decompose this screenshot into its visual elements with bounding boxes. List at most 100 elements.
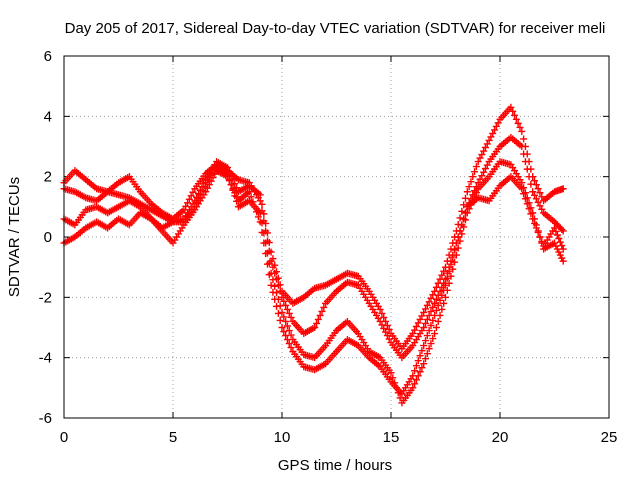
data-point <box>420 342 428 350</box>
data-point <box>274 281 282 289</box>
data-point <box>447 272 455 280</box>
data-point <box>523 165 531 173</box>
data-point <box>180 206 188 214</box>
data-point <box>436 287 444 295</box>
data-point <box>456 227 464 235</box>
data-point <box>187 192 195 200</box>
data-point <box>553 231 561 239</box>
data-point <box>198 187 206 195</box>
data-point <box>425 345 433 353</box>
data-point <box>478 172 486 180</box>
data-point <box>427 294 435 302</box>
data-point <box>429 335 437 343</box>
data-point <box>385 326 393 334</box>
data-point <box>427 307 435 315</box>
data-point <box>420 324 428 331</box>
data-point <box>280 313 288 321</box>
data-point <box>283 336 291 344</box>
data-point <box>483 161 491 169</box>
data-point <box>412 362 420 370</box>
data-point <box>458 221 466 229</box>
data-point <box>380 313 388 321</box>
data-point <box>258 228 266 236</box>
y-tick-label: 6 <box>44 48 52 65</box>
data-point <box>511 111 519 119</box>
data-point <box>534 228 542 236</box>
series-A <box>60 103 567 353</box>
data-point <box>283 322 291 330</box>
data-point <box>456 237 464 245</box>
data-point <box>512 115 520 123</box>
data-point <box>285 309 293 317</box>
data-point <box>269 263 277 271</box>
data-point <box>494 119 502 127</box>
data-point <box>478 151 486 159</box>
data-point <box>278 308 286 316</box>
data-point <box>314 315 322 323</box>
data-point <box>463 188 471 196</box>
data-point <box>481 144 489 152</box>
data-point <box>262 250 270 258</box>
data-point <box>205 181 213 189</box>
data-point <box>269 276 277 284</box>
data-point <box>436 296 444 304</box>
data-point <box>411 380 419 388</box>
data-point <box>209 174 217 182</box>
data-point <box>256 218 264 226</box>
data-point <box>434 301 442 309</box>
data-point <box>552 227 560 235</box>
data-point <box>418 364 426 372</box>
data-point <box>442 281 449 289</box>
data-point <box>418 312 426 320</box>
x-tick-label: 25 <box>601 429 618 446</box>
data-point <box>451 246 459 254</box>
data-point <box>454 244 462 252</box>
data-point <box>431 330 439 338</box>
data-point <box>273 302 281 310</box>
data-point <box>432 295 440 303</box>
data-point <box>233 184 241 192</box>
data-point <box>432 306 440 314</box>
data-point <box>260 239 268 247</box>
data-point <box>416 368 424 376</box>
data-point <box>458 207 466 215</box>
data-point <box>320 303 328 311</box>
data-point <box>559 245 567 253</box>
data-point <box>454 233 462 241</box>
data-point <box>461 209 469 217</box>
data-point <box>487 133 495 141</box>
data-point <box>514 119 522 127</box>
data-point <box>538 238 546 246</box>
data-point <box>438 305 446 313</box>
data-point <box>538 193 546 201</box>
data-point <box>527 180 535 188</box>
data-point <box>520 190 528 198</box>
x-tick-label: 20 <box>492 429 509 446</box>
data-point <box>429 316 437 324</box>
data-point <box>409 384 417 392</box>
data-point <box>202 188 210 196</box>
data-point <box>378 321 386 329</box>
data-point <box>492 122 500 130</box>
data-point <box>469 173 477 181</box>
data-point <box>536 189 544 197</box>
data-point <box>254 213 262 221</box>
data-point <box>249 198 257 206</box>
data-point <box>409 330 417 338</box>
data-point <box>491 126 499 134</box>
data-point <box>445 279 453 287</box>
data-point <box>472 189 480 197</box>
data-point <box>534 198 542 206</box>
data-point <box>269 288 277 296</box>
data-point <box>465 183 473 191</box>
data-point <box>536 202 544 210</box>
data-point <box>182 202 190 210</box>
data-point <box>224 173 231 181</box>
data-point <box>518 185 526 193</box>
data-point <box>414 357 422 365</box>
data-point <box>422 305 430 313</box>
data-point <box>385 335 393 343</box>
data-point <box>316 311 324 319</box>
data-point <box>189 188 197 196</box>
data-point <box>207 177 215 185</box>
